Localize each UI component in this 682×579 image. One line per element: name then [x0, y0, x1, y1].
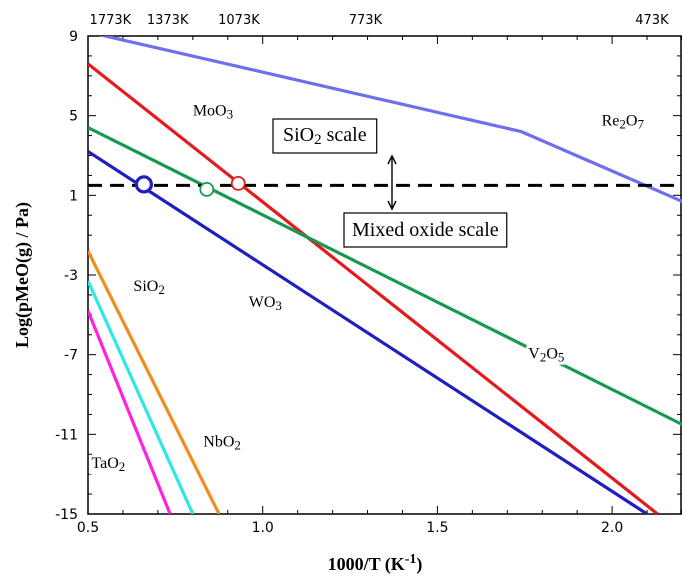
x-tick-label: 1.5 [426, 520, 448, 536]
upper-box-base: SiO [283, 124, 314, 146]
series-label-sub: 7 [637, 117, 644, 132]
y-tick-label: 9 [69, 29, 78, 45]
x-axis-title-end: ) [416, 554, 422, 575]
series-label-sub: 2 [540, 350, 547, 365]
series-label: WO3 [249, 294, 282, 313]
series-label-bg [599, 112, 647, 132]
series-label-base: WO [249, 294, 276, 311]
series-line [88, 310, 172, 514]
arrow-head-down [387, 200, 397, 211]
series-label: MoO3 [193, 103, 233, 122]
y-tick-label: 5 [69, 109, 78, 125]
series-label: TaO2 [91, 455, 125, 474]
y-tick-label: -3 [64, 268, 78, 284]
series-label-mid: O [626, 113, 638, 130]
data-marker [134, 175, 154, 194]
data-marker [199, 181, 215, 197]
arrow-head-up [387, 154, 397, 165]
series-label-base: V [528, 346, 540, 363]
series-label: NbO2 [203, 433, 241, 452]
series-label: V2O5 [528, 346, 564, 365]
upper-box [272, 118, 378, 154]
x-axis-title-main: 1000/T (K [328, 554, 405, 575]
top-axis-label: 1773K [90, 13, 132, 28]
series-label-mid: O [546, 346, 558, 363]
series-label-sub: 2 [234, 437, 241, 452]
data-marker [230, 175, 246, 191]
upper-box-sub: 2 [314, 132, 322, 148]
y-tick-label: -11 [55, 427, 78, 443]
top-axis-label: 1373K [147, 13, 189, 28]
series-label: SiO2 [133, 278, 164, 297]
series-label-sub: 3 [227, 107, 234, 122]
series-group [88, 36, 682, 514]
y-axis-title: Log(pMeO(g) / Pa) [12, 202, 33, 348]
top-axis-label: 1073K [218, 13, 260, 28]
y-tick-label: -15 [55, 507, 78, 523]
x-axis-title-sup: -1 [405, 552, 417, 567]
series-label-bg [526, 345, 567, 365]
top-axis-label: 473K [635, 13, 669, 28]
series-label-sub: 2 [619, 117, 626, 132]
series-label-bg [246, 293, 284, 313]
lower-box-label: Mixed oxide scale [352, 219, 499, 241]
series-label-base: SiO [133, 278, 158, 295]
series-line [88, 126, 682, 426]
x-tick-label: 2.0 [601, 520, 623, 536]
series-label-base: Re [602, 113, 620, 130]
series-label-sub: 2 [158, 282, 165, 297]
series-line [88, 280, 195, 514]
y-tick-label: -7 [64, 348, 78, 364]
series-label-sub: 5 [558, 350, 565, 365]
lower-box [343, 212, 508, 248]
series-label-bg [201, 433, 243, 453]
series-line [88, 250, 221, 514]
series-label-base: TaO [91, 455, 118, 472]
x-tick-label: 1.0 [252, 520, 274, 536]
x-axis-title: 1000/T (K-1) [328, 552, 423, 575]
upper-box-end: scale [322, 124, 367, 146]
series-line [88, 62, 659, 514]
series-label-sub: 2 [119, 459, 126, 474]
series-label-base: NbO [203, 433, 234, 450]
series-line [98, 36, 682, 203]
upper-box-label: SiO2 scale [283, 124, 367, 148]
series-label-base: MoO [193, 103, 227, 120]
y-tick-label: 1 [69, 188, 78, 204]
x-tick-label: 0.5 [77, 520, 99, 536]
series-label-bg [190, 102, 236, 122]
series-label: Re2O7 [602, 113, 645, 132]
series-line [88, 150, 648, 514]
series-label-bg [89, 455, 128, 475]
series-label-bg [131, 277, 167, 297]
series-label-sub: 3 [275, 298, 282, 313]
top-axis-label: 773K [349, 13, 383, 28]
